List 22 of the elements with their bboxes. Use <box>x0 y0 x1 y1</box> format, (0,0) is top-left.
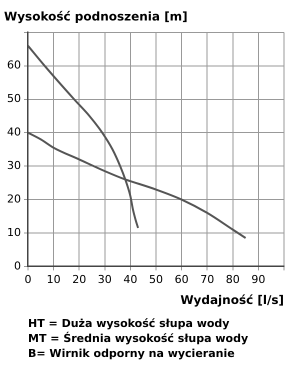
x-tick-label: 40 <box>123 272 138 286</box>
text: HT = Duża wysokość słupa wody <box>28 316 230 331</box>
x-tick-label: 60 <box>174 272 189 286</box>
x-tick-label: 0 <box>24 272 32 286</box>
y-tick-label: 0 <box>14 259 21 272</box>
text: B= Wirnik odporny na wycieranie <box>28 346 236 361</box>
y-tick-label: 60 <box>6 58 21 72</box>
y-axis-title: Wysokość podnoszenia [m] <box>4 9 188 24</box>
x-tick-label: 70 <box>200 272 214 286</box>
text: MT = Średnia wysokość słupa wody <box>28 331 250 346</box>
x-tick-label: 80 <box>226 272 240 286</box>
x-tick-label: 50 <box>149 272 163 286</box>
y-tick-label: 30 <box>6 158 21 172</box>
x-tick-label: 90 <box>251 272 266 286</box>
y-tick-label: 50 <box>6 92 21 106</box>
y-tick-label: 10 <box>6 226 21 239</box>
x-tick-label: 10 <box>46 272 61 286</box>
x-tick-label: 30 <box>98 272 112 286</box>
y-tick-label: 20 <box>6 192 21 206</box>
x-tick-label: 20 <box>72 272 86 286</box>
x-axis-title: Wydajność [l/s] <box>180 292 284 307</box>
y-tick-label: 40 <box>6 126 21 139</box>
